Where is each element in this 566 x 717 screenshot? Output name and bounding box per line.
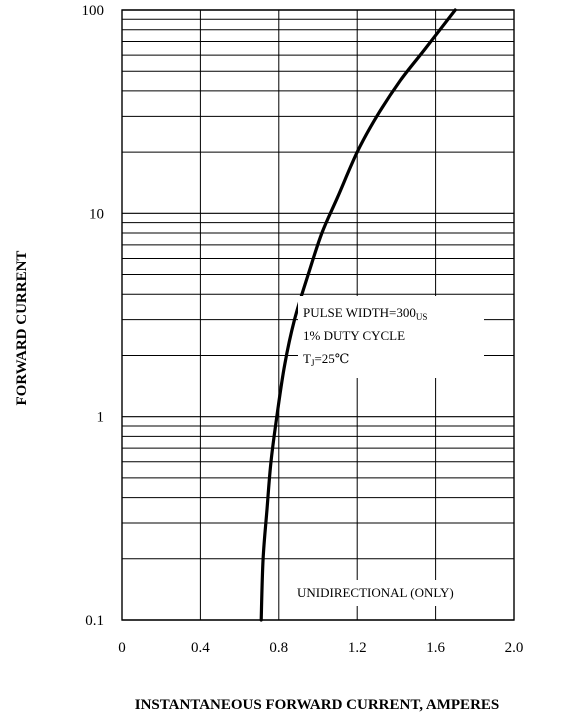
- y-tick-label: 10: [89, 206, 104, 222]
- x-tick-label: 0.8: [269, 640, 288, 656]
- y-tick-label: 1: [97, 410, 105, 426]
- x-tick-label: 0.4: [191, 640, 210, 656]
- forward-current-curve: [259, 8, 457, 622]
- plot-frame: [121, 9, 515, 621]
- duty-cycle-label: 1% DUTY CYCLE: [303, 328, 405, 343]
- x-tick-label: 1.6: [426, 640, 445, 656]
- pulse-width-label: PULSE WIDTH=300US: [303, 305, 427, 322]
- x-tick-label: 1.2: [348, 640, 367, 656]
- x-tick-labels: 0 0.4 0.8 1.2 1.6 2.0: [118, 640, 523, 656]
- unidirectional-annotation: UNIDIRECTIONAL (ONLY): [288, 580, 488, 606]
- x-tick-label: 2.0: [505, 640, 524, 656]
- temperature-label: TJ=25℃: [303, 351, 349, 368]
- plot-border: [121, 9, 515, 621]
- x-axis-title: INSTANTANEOUS FORWARD CURRENT, AMPERES: [135, 697, 500, 713]
- unidirectional-label: UNIDIRECTIONAL (ONLY): [297, 585, 454, 600]
- unidirectional-annotation-bg: [288, 580, 488, 606]
- y-tick-label: 100: [82, 3, 105, 19]
- pulse-annotation: PULSE WIDTH=300US 1% DUTY CYCLE TJ=25℃: [298, 296, 484, 378]
- y-axis-title: FORWARD CURRENT: [14, 251, 30, 406]
- y-tick-label: 0.1: [85, 613, 104, 629]
- x-tick-label: 0: [118, 640, 126, 656]
- y-tick-labels: 0.1 1 10 100: [82, 3, 105, 629]
- pulse-annotation-bg: [298, 296, 484, 378]
